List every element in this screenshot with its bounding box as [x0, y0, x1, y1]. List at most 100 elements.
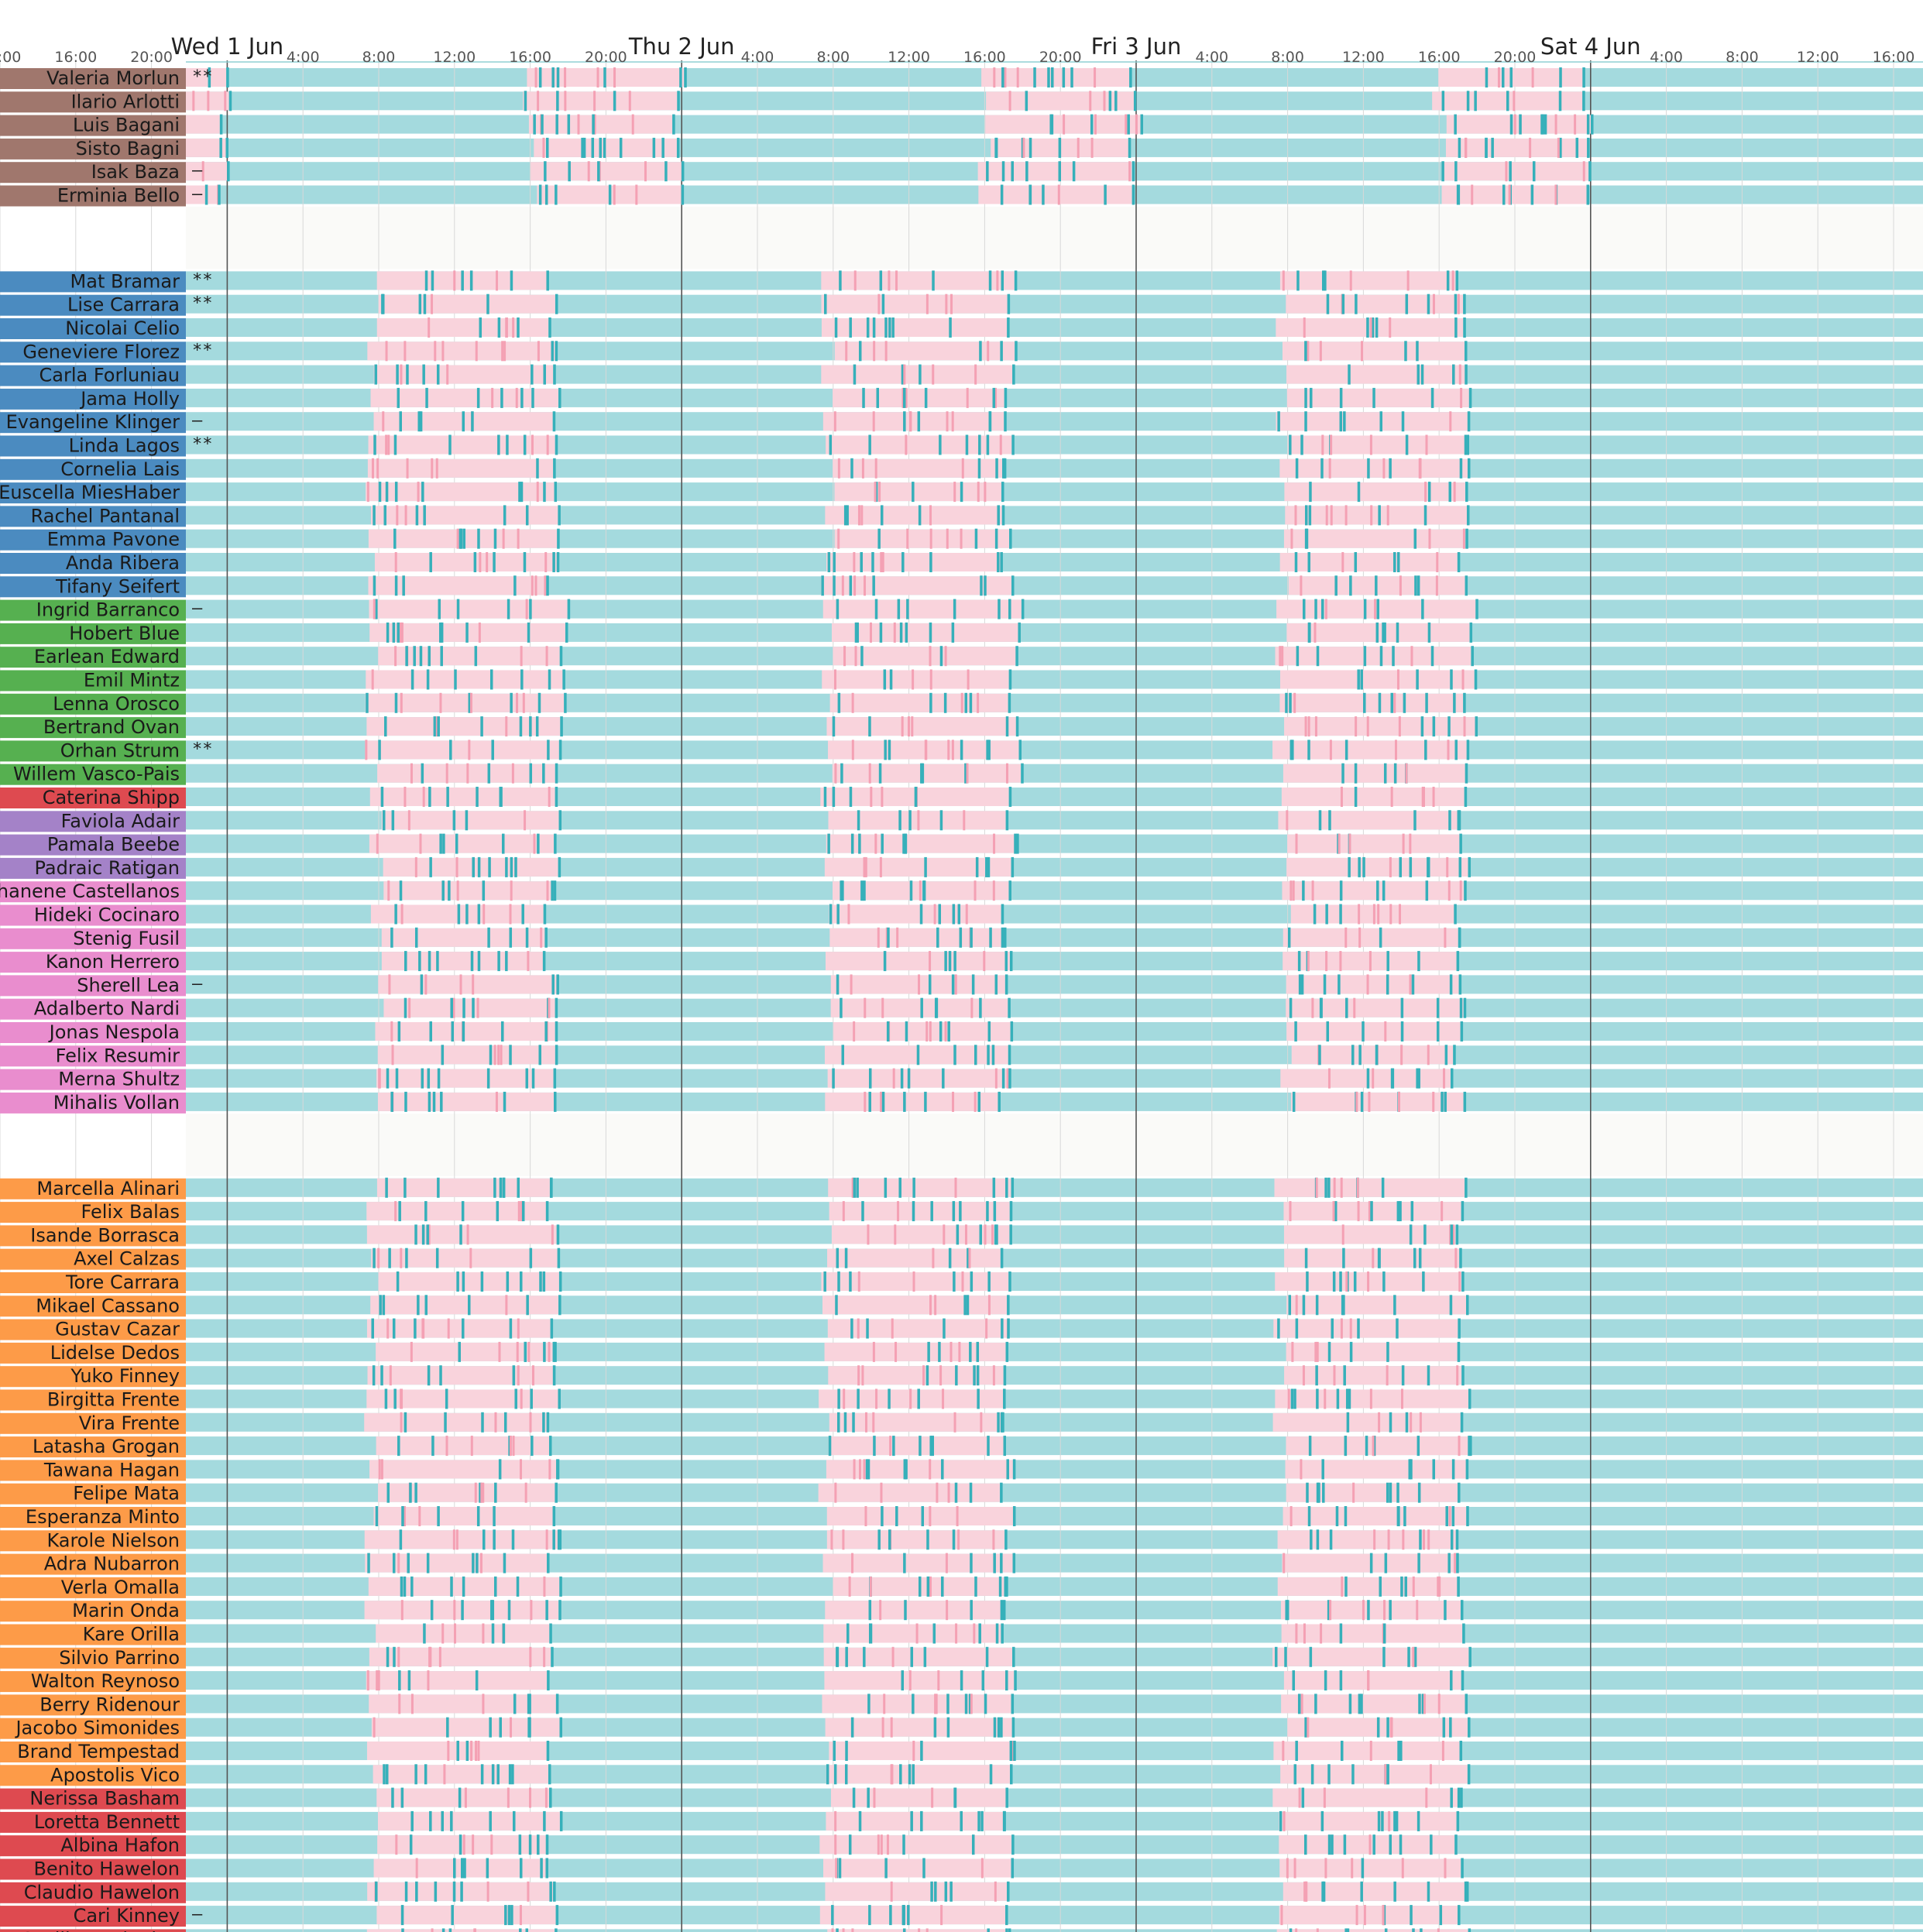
event-marker-teal — [1454, 114, 1457, 135]
event-marker-teal — [555, 114, 558, 135]
event-marker-teal — [523, 552, 527, 572]
event-marker-teal — [540, 1858, 543, 1879]
event-marker-teal — [1304, 1247, 1308, 1268]
event-marker-teal — [559, 1576, 562, 1597]
event-marker-teal — [1028, 184, 1032, 205]
event-marker-teal — [468, 692, 472, 713]
event-marker-teal — [884, 1858, 888, 1879]
event-marker-teal — [1008, 1045, 1011, 1066]
event-marker-teal — [932, 1623, 936, 1644]
event-marker-pink — [957, 1529, 960, 1550]
event-marker-teal — [487, 763, 491, 784]
event-marker-teal — [960, 740, 963, 760]
event-marker-teal — [856, 622, 859, 643]
away-span — [831, 623, 1018, 642]
event-marker-pink — [1429, 1764, 1432, 1785]
event-marker-teal — [440, 622, 444, 643]
event-marker-teal — [380, 787, 384, 807]
event-marker-teal — [985, 1646, 989, 1667]
event-marker-pink — [954, 974, 957, 995]
event-marker-pink — [896, 927, 899, 948]
event-marker-pink — [1008, 91, 1011, 112]
event-marker-teal — [1307, 740, 1310, 760]
event-marker-teal — [1320, 458, 1324, 479]
event-marker-teal — [1001, 1623, 1004, 1644]
event-marker-pink — [944, 646, 947, 667]
event-marker-teal — [867, 1787, 870, 1808]
event-marker-teal — [1413, 810, 1416, 831]
event-marker-pink — [1319, 341, 1322, 362]
row-name: Axel Calzas — [74, 1248, 180, 1270]
away-span — [366, 717, 561, 736]
row-label-cell — [0, 1178, 186, 1199]
row-name: Merna Shultz — [58, 1069, 180, 1090]
event-marker-pink — [843, 1388, 846, 1409]
row-name: Yuko Finney — [70, 1365, 180, 1387]
event-marker-pink — [883, 1694, 886, 1714]
away-span — [1286, 1436, 1470, 1456]
event-marker-teal — [528, 1694, 531, 1714]
event-marker-pink — [414, 856, 417, 877]
event-marker-teal — [507, 599, 510, 619]
event-marker-pink — [1094, 114, 1097, 135]
event-marker-teal — [1393, 1881, 1396, 1902]
event-marker-teal — [1295, 458, 1299, 479]
event-marker-teal — [1000, 1553, 1003, 1573]
event-marker-teal — [852, 1787, 856, 1808]
event-marker-pink — [911, 716, 914, 737]
event-marker-pink — [534, 575, 537, 596]
event-marker-teal — [1427, 482, 1431, 503]
event-marker-pink — [860, 505, 864, 526]
event-marker-pink — [932, 1247, 935, 1268]
event-marker-teal — [964, 763, 967, 784]
event-marker-pink — [1128, 161, 1131, 182]
event-marker-pink — [373, 1717, 376, 1738]
event-marker-teal — [979, 997, 982, 1018]
event-marker-teal — [454, 669, 457, 690]
event-marker-pink — [1402, 833, 1405, 854]
event-marker-teal — [1326, 293, 1330, 314]
event-marker-teal — [986, 740, 989, 760]
event-marker-teal — [1405, 434, 1409, 455]
event-marker-pink — [1422, 1529, 1425, 1550]
event-marker-pink — [1314, 716, 1317, 737]
row-name: Nicolai Celio — [65, 317, 180, 339]
event-marker-pink — [1298, 1787, 1301, 1808]
event-marker-teal — [1001, 505, 1005, 526]
event-marker-teal — [520, 669, 524, 690]
event-marker-pink — [1316, 1928, 1319, 1932]
event-marker-pink — [422, 787, 425, 807]
event-marker-teal — [531, 1068, 535, 1089]
event-marker-teal — [530, 1388, 533, 1409]
event-marker-teal — [964, 1694, 968, 1714]
event-marker-pink — [877, 293, 881, 314]
event-marker-teal — [1289, 1928, 1293, 1932]
event-marker-pink — [1456, 1365, 1459, 1386]
event-marker-teal — [948, 951, 952, 972]
row-label-cell — [0, 1389, 186, 1411]
event-marker-pink — [947, 1482, 950, 1503]
event-marker-pink — [851, 692, 854, 713]
event-marker-pink — [537, 341, 540, 362]
row-label-cell — [0, 904, 186, 926]
event-marker-teal — [872, 575, 875, 596]
event-marker-teal — [557, 528, 560, 549]
event-marker-pink — [515, 387, 518, 408]
event-marker-teal — [1307, 1506, 1311, 1526]
event-marker-teal — [1417, 1482, 1421, 1503]
event-marker-teal — [418, 951, 421, 972]
event-marker-teal — [672, 114, 675, 135]
away-span — [1282, 341, 1465, 361]
event-marker-teal — [1343, 411, 1346, 432]
row-name: Earlean Edward — [34, 646, 180, 667]
row-name: Pamala Beebe — [47, 834, 180, 856]
away-span — [822, 412, 1004, 431]
event-marker-teal — [1011, 1717, 1015, 1738]
event-marker-pink — [830, 1529, 833, 1550]
event-marker-pink — [1458, 1436, 1461, 1457]
away-span — [1277, 1530, 1456, 1549]
event-marker-teal — [1012, 364, 1015, 385]
event-marker-teal — [902, 833, 905, 854]
event-marker-pink — [1401, 1858, 1404, 1879]
event-marker-pink — [925, 293, 929, 314]
